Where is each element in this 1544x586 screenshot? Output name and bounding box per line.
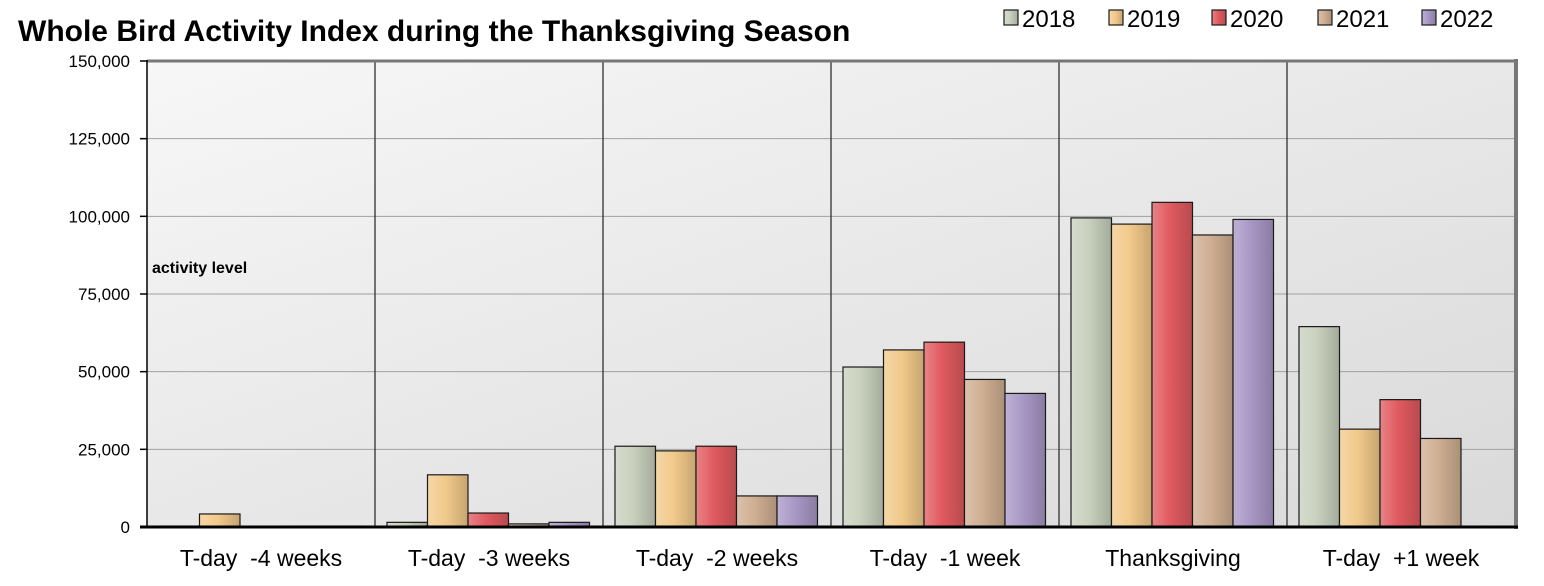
bar [1232, 218, 1275, 528]
legend-swatch [1003, 9, 1019, 26]
y-axis-label: activity level [152, 260, 247, 277]
y-axis-ticks: 0 25,000 50,000 75,000 100,000 125,000 150,000 [69, 52, 147, 537]
x-tick-label: T-day -1 week [870, 545, 1021, 571]
bar [467, 512, 510, 528]
legend: 2018 2019 2020 2021 2022 [1003, 6, 1493, 33]
legend-label: 2022 [1440, 6, 1493, 33]
bar [1004, 392, 1047, 528]
legend-swatch [1108, 9, 1124, 26]
bars [158, 201, 1462, 528]
legend-swatch [1317, 9, 1333, 26]
bar [654, 450, 697, 528]
y-tick-label: 150,000 [69, 52, 130, 71]
legend-label: 2019 [1127, 6, 1180, 33]
bar [1070, 217, 1113, 528]
bar [735, 495, 778, 528]
bar [1379, 399, 1422, 528]
bar [198, 513, 241, 528]
bar [923, 341, 966, 528]
legend-label: 2020 [1230, 6, 1283, 33]
y-tick-label: 0 [121, 518, 130, 537]
legend-item: 2021 [1317, 6, 1389, 33]
bar [1151, 201, 1194, 528]
legend-item: 2019 [1108, 6, 1180, 33]
bar [1110, 223, 1153, 528]
legend-swatch [1421, 9, 1437, 26]
x-tick-label: T-day -3 weeks [408, 545, 570, 571]
bar [1338, 428, 1381, 528]
y-tick-label: 50,000 [78, 363, 130, 382]
bar [776, 495, 819, 528]
bar [1419, 437, 1462, 528]
y-tick-label: 75,000 [78, 285, 130, 304]
legend-item: 2020 [1211, 6, 1283, 33]
bar [426, 474, 469, 528]
category-separators [374, 61, 1288, 527]
bar [882, 349, 925, 528]
legend-item: 2018 [1003, 6, 1075, 33]
x-tick-label: T-day -2 weeks [636, 545, 798, 571]
x-axis-ticks: T-day -4 weeks T-day -3 weeks T-day -2 wee… [180, 545, 1480, 571]
bar [695, 445, 738, 528]
x-tick-label: Thanksgiving [1105, 545, 1241, 571]
bar [842, 366, 885, 528]
legend-swatch [1211, 9, 1227, 26]
y-tick-label: 125,000 [69, 130, 130, 149]
y-tick-label: 100,000 [69, 207, 130, 226]
y-tick-label: 25,000 [78, 440, 130, 459]
bar [614, 445, 657, 528]
bar [1191, 234, 1234, 528]
legend-label: 2021 [1336, 6, 1389, 33]
legend-item: 2022 [1421, 6, 1493, 33]
chart-title: Whole Bird Activity Index during the Tha… [18, 15, 850, 48]
legend-label: 2018 [1022, 6, 1075, 33]
bar [963, 378, 1006, 528]
x-tick-label: T-day +1 week [1323, 545, 1480, 571]
x-tick-label: T-day -4 weeks [180, 545, 342, 571]
bar [1298, 326, 1341, 528]
